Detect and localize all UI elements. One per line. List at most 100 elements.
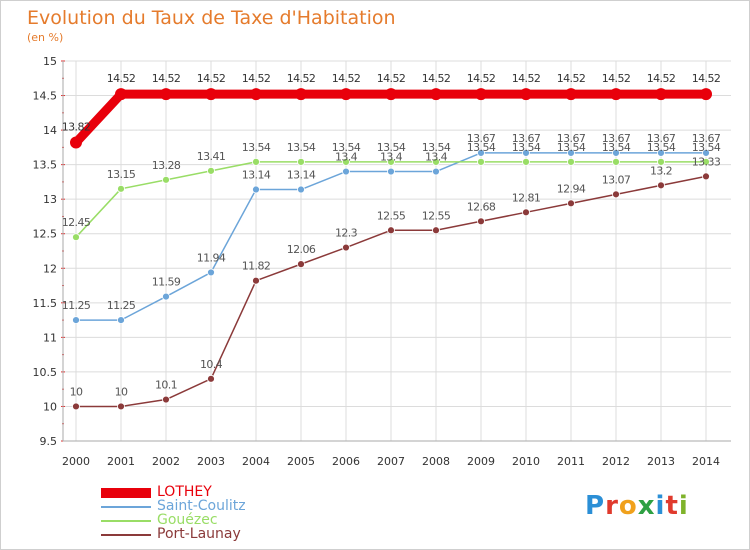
data-label-gouezec: 13.54: [242, 141, 271, 154]
data-label-saint-coulitz: 13.67: [557, 132, 586, 145]
point-gouezec: [477, 157, 485, 166]
point-lothey: [700, 88, 712, 101]
data-label-port-launay: 12.55: [377, 209, 406, 222]
data-label-saint-coulitz: 13.67: [647, 132, 676, 145]
data-label-gouezec: 13.54: [557, 141, 586, 154]
data-label-gouezec: 13.54: [467, 141, 496, 154]
data-label-port-launay: 12.68: [467, 200, 496, 213]
data-label-lothey: 13.82: [62, 121, 91, 134]
data-label-lothey: 14.52: [647, 72, 676, 85]
point-saint-coulitz: [162, 292, 170, 301]
data-label-port-launay: 12.06: [287, 243, 316, 256]
point-port-launay: [207, 374, 215, 383]
data-label-lothey: 14.52: [197, 72, 226, 85]
point-gouezec: [657, 157, 665, 166]
legend-swatch-lothey: [101, 488, 151, 498]
point-port-launay: [477, 217, 485, 226]
point-saint-coulitz: [72, 316, 80, 324]
point-saint-coulitz: [342, 167, 350, 176]
data-label-saint-coulitz: 13.14: [287, 169, 316, 182]
y-tick-label: 11.5: [33, 297, 58, 310]
point-saint-coulitz: [387, 167, 395, 176]
data-label-saint-coulitz: 13.67: [602, 132, 631, 145]
point-saint-coulitz: [252, 185, 260, 194]
logo-letter: i: [655, 491, 666, 521]
data-label-saint-coulitz: 13.14: [242, 169, 271, 182]
point-lothey: [70, 136, 82, 149]
y-tick-label: 14: [43, 124, 57, 137]
point-gouezec: [342, 157, 350, 166]
data-label-saint-coulitz: 11.94: [197, 251, 226, 264]
logo-letter: P: [585, 491, 606, 521]
data-label-lothey: 14.52: [557, 72, 586, 85]
point-lothey: [295, 88, 307, 101]
data-label-saint-coulitz: 11.25: [62, 299, 91, 312]
data-label-gouezec: 13.54: [377, 141, 406, 154]
data-label-lothey: 14.52: [107, 72, 136, 85]
point-lothey: [610, 88, 622, 101]
point-lothey: [565, 88, 577, 101]
legend-swatch-saint-coulitz: [101, 506, 151, 508]
point-port-launay: [162, 395, 170, 404]
point-port-launay: [252, 276, 260, 285]
x-tick-label: 2004: [242, 455, 270, 468]
x-tick-label: 2002: [152, 455, 180, 468]
data-label-gouezec: 13.15: [107, 168, 136, 181]
data-label-gouezec: 12.45: [62, 216, 91, 229]
point-lothey: [520, 88, 532, 101]
point-saint-coulitz: [432, 167, 440, 176]
data-label-gouezec: 13.54: [512, 141, 541, 154]
x-tick-label: 2006: [332, 455, 360, 468]
data-label-port-launay: 10.1: [155, 379, 177, 392]
point-saint-coulitz: [657, 148, 665, 157]
y-tick-label: 13: [43, 193, 57, 206]
point-port-launay: [657, 181, 665, 190]
data-label-saint-coulitz: 13.67: [512, 132, 541, 145]
data-label-lothey: 14.52: [467, 72, 496, 85]
y-tick-label: 12.5: [33, 228, 58, 241]
point-gouezec: [252, 157, 260, 166]
data-label-lothey: 14.52: [332, 72, 361, 85]
data-label-port-launay: 13.33: [692, 155, 721, 168]
data-label-lothey: 14.52: [692, 72, 721, 85]
legend-label-gouezec: Gouézec: [157, 512, 218, 528]
legend-swatch-port-launay: [101, 534, 151, 536]
chart-title: Evolution du Taux de Taxe d'Habitation: [27, 7, 396, 29]
point-saint-coulitz: [567, 148, 575, 157]
data-label-gouezec: 13.54: [287, 141, 316, 154]
point-gouezec: [207, 166, 215, 175]
x-tick-label: 2001: [107, 455, 135, 468]
data-label-port-launay: 10.4: [200, 358, 223, 371]
point-gouezec: [702, 157, 710, 166]
point-saint-coulitz: [522, 148, 530, 157]
point-gouezec: [432, 157, 440, 166]
y-tick-label: 15: [43, 55, 57, 68]
point-port-launay: [72, 402, 80, 411]
y-tick-label: 11: [43, 331, 57, 344]
point-lothey: [115, 88, 127, 101]
point-port-launay: [522, 208, 530, 217]
point-lothey: [340, 88, 352, 101]
x-tick-label: 2011: [557, 455, 585, 468]
x-tick-label: 2007: [377, 455, 405, 468]
point-port-launay: [567, 199, 575, 208]
logo-letter: x: [637, 491, 656, 521]
data-label-gouezec: 13.54: [332, 141, 361, 154]
data-label-gouezec: 13.54: [647, 141, 676, 154]
point-saint-coulitz: [477, 148, 485, 157]
data-label-lothey: 14.52: [287, 72, 316, 85]
point-gouezec: [522, 157, 530, 166]
x-tick-label: 2003: [197, 455, 225, 468]
point-gouezec: [162, 175, 170, 184]
point-lothey: [475, 88, 487, 101]
logo-letter: r: [605, 491, 619, 521]
data-label-saint-coulitz: 11.59: [152, 276, 181, 289]
data-label-saint-coulitz: 13.4: [335, 151, 358, 164]
point-gouezec: [567, 157, 575, 166]
data-label-port-launay: 10: [70, 385, 83, 398]
y-tick-label: 9.5: [40, 435, 58, 448]
x-tick-label: 2000: [62, 455, 90, 468]
data-label-lothey: 14.52: [242, 72, 271, 85]
